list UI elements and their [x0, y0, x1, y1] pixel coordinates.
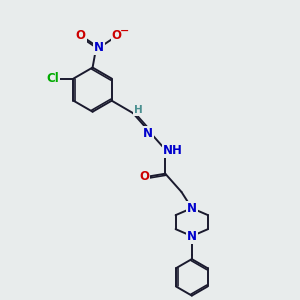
Text: O: O: [112, 29, 122, 42]
Text: N: N: [187, 230, 197, 243]
Text: N: N: [187, 202, 197, 215]
Text: O: O: [139, 170, 149, 183]
Text: N: N: [142, 127, 153, 140]
Text: Cl: Cl: [46, 72, 59, 85]
Text: N: N: [94, 41, 104, 54]
Text: H: H: [134, 105, 142, 115]
Text: NH: NH: [163, 144, 183, 157]
Text: O: O: [76, 29, 86, 42]
Text: −: −: [120, 26, 129, 36]
